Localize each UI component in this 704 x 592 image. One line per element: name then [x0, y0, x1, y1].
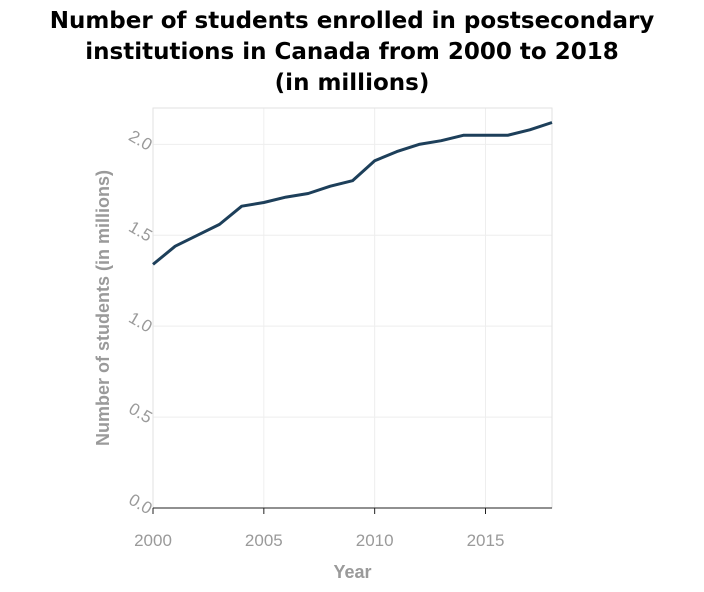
y-tick-label: 0.5 — [126, 399, 156, 427]
y-tick-label: 2.0 — [126, 126, 156, 154]
plot-area-frame — [152, 107, 553, 509]
series-line — [152, 121, 553, 266]
x-axis-label: Year — [333, 562, 371, 582]
chart-title-line-2: institutions in Canada from 2000 to 2018 — [85, 39, 619, 65]
chart-title-line-1: Number of students enrolled in postsecon… — [49, 8, 655, 34]
chart-title-line-3: (in millions) — [274, 70, 430, 96]
grid-lines — [152, 108, 552, 509]
x-tick-label: 2000 — [134, 531, 172, 550]
x-tick-label: 2005 — [245, 531, 283, 550]
x-tick-label: 2010 — [356, 531, 394, 550]
x-tick-label: 2015 — [467, 531, 505, 550]
y-tick-label: 1.0 — [126, 308, 156, 336]
series-layer — [152, 121, 553, 266]
chart-title: Number of students enrolled in postsecon… — [0, 6, 704, 99]
y-tick-label: 0.0 — [126, 490, 156, 518]
y-axis-label: Number of students (in millions) — [93, 170, 113, 446]
axes — [152, 507, 552, 514]
y-tick-label: 1.5 — [126, 217, 156, 245]
